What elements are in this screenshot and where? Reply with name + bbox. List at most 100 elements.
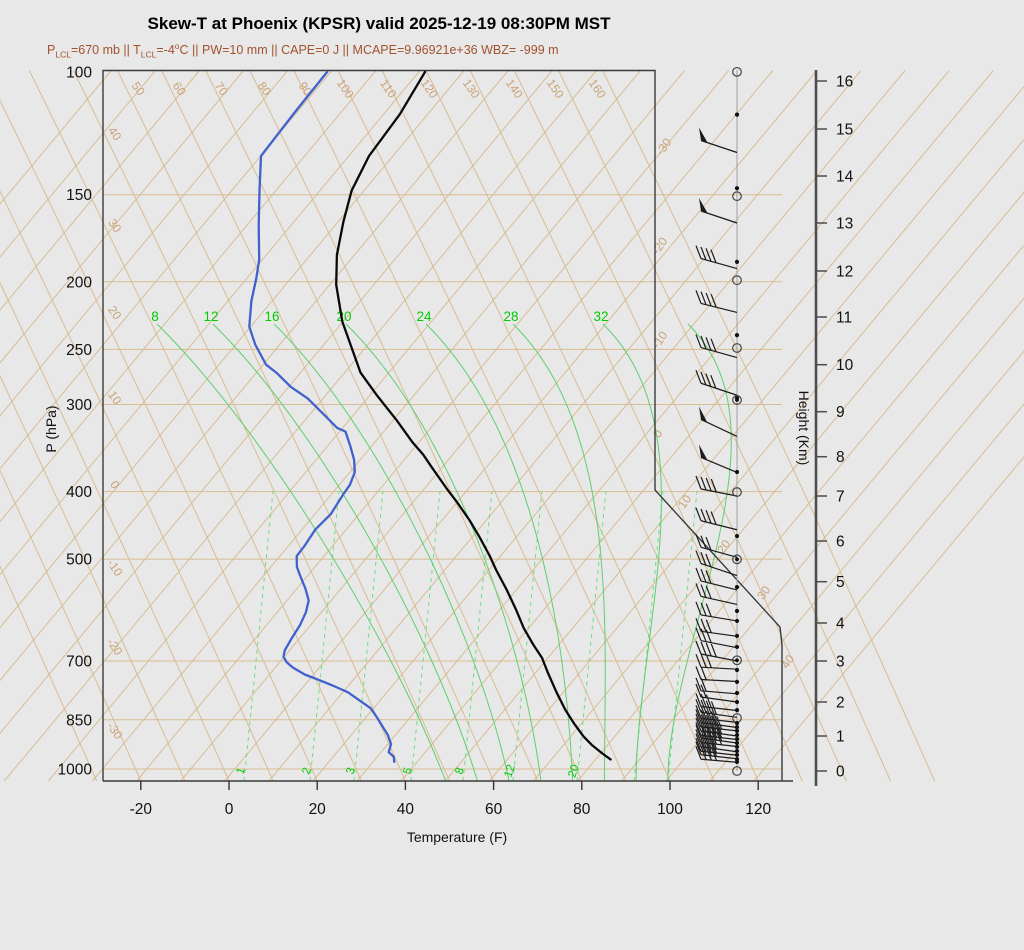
pressure-tick-label: 1000 <box>58 761 93 778</box>
height-tick-label: 3 <box>836 654 845 671</box>
moist-adiabat-label: 8 <box>151 309 159 324</box>
moist-adiabat-label: 24 <box>416 309 432 324</box>
dry-adiabat-label-top: 60 <box>170 79 189 98</box>
staff-dot-marker <box>734 690 740 696</box>
height-tick-label: 12 <box>836 264 853 281</box>
isotherm-label-right: 30 <box>754 583 773 602</box>
staff-dot-marker <box>734 186 740 191</box>
height-tick-label: 2 <box>836 695 845 712</box>
temperature-tick-label: 40 <box>397 801 415 818</box>
pressure-tick-label: 500 <box>66 552 92 569</box>
height-tick-label: 10 <box>836 357 854 374</box>
staff-circle-dot-marker <box>735 557 739 562</box>
dry-adiabat-label-left: -10 <box>104 557 126 580</box>
temperature-axis-title: Temperature (F) <box>407 829 507 845</box>
wind-barbs <box>695 127 738 763</box>
temperature-tick-label: 80 <box>573 801 591 818</box>
isotherm-label-right: -10 <box>649 328 671 351</box>
mixing-ratio-label: 3 <box>344 766 357 776</box>
height-tick-label: 8 <box>836 449 845 466</box>
subtitle-seg3: =-4 <box>156 43 175 58</box>
mixing-ratio-label: 1 <box>234 766 247 776</box>
staff-dot-marker <box>734 708 740 713</box>
pressure-tick-label: 150 <box>66 187 92 204</box>
height-tick-label: 14 <box>836 169 854 186</box>
isotherm-label-right: 10 <box>675 492 694 511</box>
pressure-tick-label: 850 <box>66 712 92 729</box>
pressure-tick-label: 700 <box>66 654 92 671</box>
dry-adiabat-label-top: 140 <box>503 76 526 101</box>
dry-adiabat-lines <box>0 70 936 782</box>
height-tick-label: 13 <box>836 216 853 233</box>
staff-dot-marker <box>734 533 740 539</box>
staff-dot-marker <box>734 584 740 590</box>
height-tick-label: 16 <box>836 74 853 91</box>
height-tick-label: 11 <box>836 310 852 327</box>
dry-adiabat-label-top: 80 <box>255 79 274 98</box>
height-tick-label: 0 <box>836 764 845 781</box>
dry-adiabat-label-top: 130 <box>460 76 483 101</box>
subtitle-seg4: C || PW=10 mm || CAPE=0 J || MCAPE=9.969… <box>179 43 559 58</box>
dewpoint-curve <box>248 70 396 764</box>
moist-adiabat-label: 32 <box>593 309 608 324</box>
grid-labels: 50 60 70 80 90 100 110 120 130 140 150 160403020100… <box>104 76 797 779</box>
staff-dot-marker <box>734 667 740 673</box>
subtitle-p-sub: LCL <box>55 49 71 60</box>
temperature-axis: -20 0 20 40 60 80 100 120 Temperature (F) <box>130 781 772 845</box>
mixing-ratio-label: 2 <box>300 766 313 776</box>
temperature-tick-label: 120 <box>745 801 771 818</box>
staff-dot-marker <box>734 259 740 264</box>
staff-dot-marker <box>734 728 740 734</box>
height-axis-title: Height (Km) <box>796 391 812 466</box>
staff-circle-marker <box>732 275 742 286</box>
staff-dot-marker <box>734 748 740 754</box>
staff-circle-marker <box>732 395 742 405</box>
temperature-tick-label: 20 <box>309 801 327 818</box>
isotherm-label-right: 0 <box>650 427 665 441</box>
staff-dot-marker <box>734 469 740 475</box>
staff-dot-marker <box>734 679 740 685</box>
staff-circle-marker <box>732 191 742 202</box>
temperature-tick-label: -20 <box>130 801 153 818</box>
temperature-curve <box>335 70 612 761</box>
wind-staff-markers <box>732 66 742 776</box>
pressure-axis-title: P (hPa) <box>43 405 59 452</box>
staff-dot-marker <box>734 737 740 742</box>
moist-adiabat-label: 12 <box>203 309 218 324</box>
isotherm-label-right: -20 <box>649 234 671 257</box>
staff-dot-marker <box>734 732 740 738</box>
pressure-tick-label: 100 <box>66 64 92 81</box>
mixing-ratio-label: 12 <box>502 763 517 779</box>
dry-adiabat-label-top: 160 <box>586 76 609 101</box>
dry-adiabat-label-top: 70 <box>212 79 231 98</box>
staff-dot-marker <box>734 725 740 730</box>
pressure-tick-label: 200 <box>66 274 92 291</box>
pressure-tick-label: 250 <box>66 342 92 359</box>
staff-dot-marker <box>734 644 740 650</box>
staff-circle-marker <box>732 766 742 776</box>
temperature-tick-label: 100 <box>657 801 683 818</box>
height-tick-label: 5 <box>836 574 845 591</box>
staff-dot-marker <box>734 633 740 639</box>
chart-title: Skew-T at Phoenix (KPSR) valid 2025-12-1… <box>147 14 611 33</box>
dry-adiabat-label-top: 110 <box>377 77 400 101</box>
temperature-tick-label: 0 <box>225 801 234 818</box>
staff-dot-marker <box>734 395 740 401</box>
staff-dot-marker <box>734 699 740 705</box>
height-tick-label: 1 <box>836 729 845 746</box>
subtitle-p: P <box>47 43 56 58</box>
moist-adiabat-lines <box>156 323 732 782</box>
isotherm-label-right: 40 <box>778 652 797 671</box>
moist-adiabat-label: 16 <box>264 309 279 324</box>
subtitle-degree: o <box>174 41 180 51</box>
chart-subtitle: PLCL=670 mb || TLCL=-4oC || PW=10 mm || … <box>47 41 559 60</box>
staff-circle-dot-marker <box>735 658 739 663</box>
staff-circle-marker <box>732 66 742 77</box>
pressure-axis: 100 150 200 250 300 400 500 700 850 1000 P (hPa) <box>43 64 92 778</box>
moist-adiabat-label: 28 <box>503 309 518 324</box>
temperature-tick-label: 60 <box>485 801 503 818</box>
staff-circle-marker <box>732 343 742 353</box>
